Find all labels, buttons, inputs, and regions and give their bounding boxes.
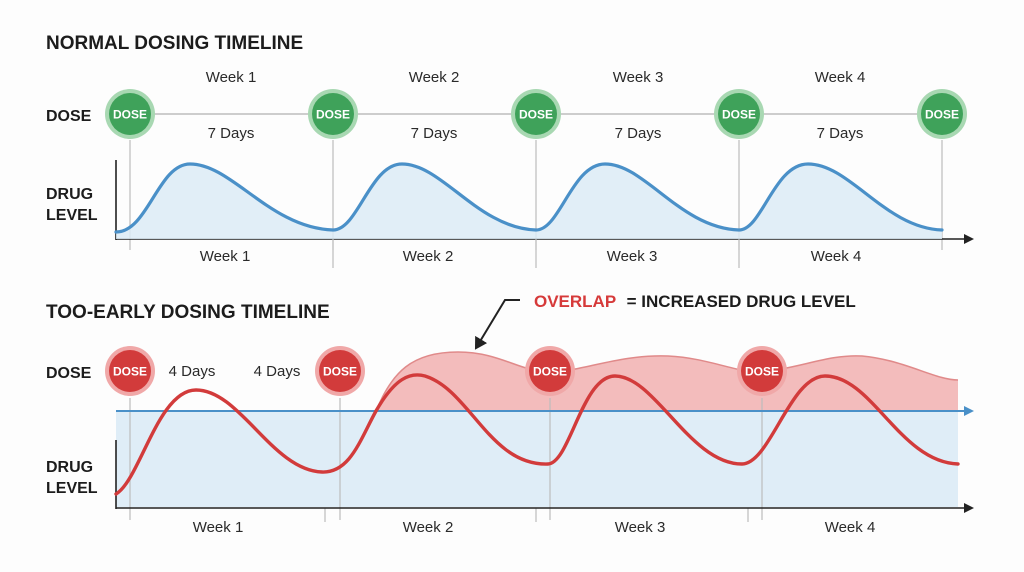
normal-section: NORMAL DOSING TIMELINE DOSE DRUG LEVEL W… — [46, 33, 974, 268]
normal-week-ticks — [332, 239, 740, 268]
overlap-word: OVERLAP — [534, 292, 616, 311]
dose-badge-text: DOSE — [722, 108, 756, 122]
dose-badge-text: DOSE — [533, 365, 567, 379]
early-week-bottom-label: Week 3 — [615, 519, 666, 536]
early-section: TOO-EARLY DOSING TIMELINE DOSE DRUG LEVE… — [46, 292, 974, 536]
normal-week-top-label: Week 3 — [613, 69, 664, 86]
normal-week-bottom-label: Week 2 — [403, 248, 454, 265]
overlap-description: = INCREASED DRUG LEVEL — [627, 292, 856, 311]
normal-week-top-label: Week 1 — [206, 69, 257, 86]
early-dose-row-label: DOSE — [46, 365, 92, 382]
early-level-label-line1: DRUG — [46, 459, 93, 476]
early-week-bottom-label: Week 4 — [825, 519, 876, 536]
early-dose-badge: DOSE — [105, 346, 155, 396]
normal-interval-label: 7 Days — [615, 125, 662, 142]
dose-badge-text: DOSE — [925, 108, 959, 122]
normal-week-bottom-label: Week 3 — [607, 248, 658, 265]
normal-interval-label: 7 Days — [411, 125, 458, 142]
early-title: TOO-EARLY DOSING TIMELINE — [46, 302, 330, 323]
normal-week-bottom-label: Week 1 — [200, 248, 251, 265]
early-dose-badge: DOSE — [525, 346, 575, 396]
normal-dose-badge: DOSE — [714, 89, 764, 139]
early-week-bottom-label: Week 2 — [403, 519, 454, 536]
normal-dose-badge: DOSE — [917, 89, 967, 139]
normal-level-label-line2: LEVEL — [46, 207, 98, 224]
normal-dose-badge: DOSE — [511, 89, 561, 139]
normal-level-fill — [116, 164, 942, 239]
normal-week-top-label: Week 4 — [815, 69, 866, 86]
early-week-bottom-label: Week 1 — [193, 519, 244, 536]
normal-dose-badge: DOSE — [105, 89, 155, 139]
overlap-callout: OVERLAP = INCREASED DRUG LEVEL — [534, 292, 856, 311]
dose-badge-text: DOSE — [113, 108, 147, 122]
early-level-curve — [114, 373, 960, 496]
normal-level-label-line1: DRUG — [46, 186, 93, 203]
normal-interval-label: 7 Days — [208, 125, 255, 142]
normal-week-top-label: Week 2 — [409, 69, 460, 86]
overlap-top-edge — [375, 351, 959, 412]
dose-badge-text: DOSE — [323, 365, 357, 379]
normal-title: NORMAL DOSING TIMELINE — [46, 33, 303, 54]
early-level-label-line2: LEVEL — [46, 480, 98, 497]
dose-badge-text: DOSE — [113, 365, 147, 379]
early-guides — [129, 398, 763, 522]
dose-badge-text: DOSE — [519, 108, 553, 122]
normal-week-bottom-label: Week 4 — [811, 248, 862, 265]
early-interval-label: 4 Days — [169, 363, 216, 380]
normal-interval-label: 7 Days — [817, 125, 864, 142]
normal-dose-row-label: DOSE — [46, 108, 92, 125]
early-interval-label: 4 Days — [254, 363, 301, 380]
early-base-fill — [116, 411, 958, 507]
normal-dose-badge: DOSE — [308, 89, 358, 139]
overlap-callout-arrow — [474, 299, 520, 350]
dose-badge-text: DOSE — [316, 108, 350, 122]
normal-level-curve — [114, 162, 944, 234]
dose-badge-text: DOSE — [745, 365, 779, 379]
early-dose-badge: DOSE — [737, 346, 787, 396]
early-dose-badge: DOSE — [315, 346, 365, 396]
